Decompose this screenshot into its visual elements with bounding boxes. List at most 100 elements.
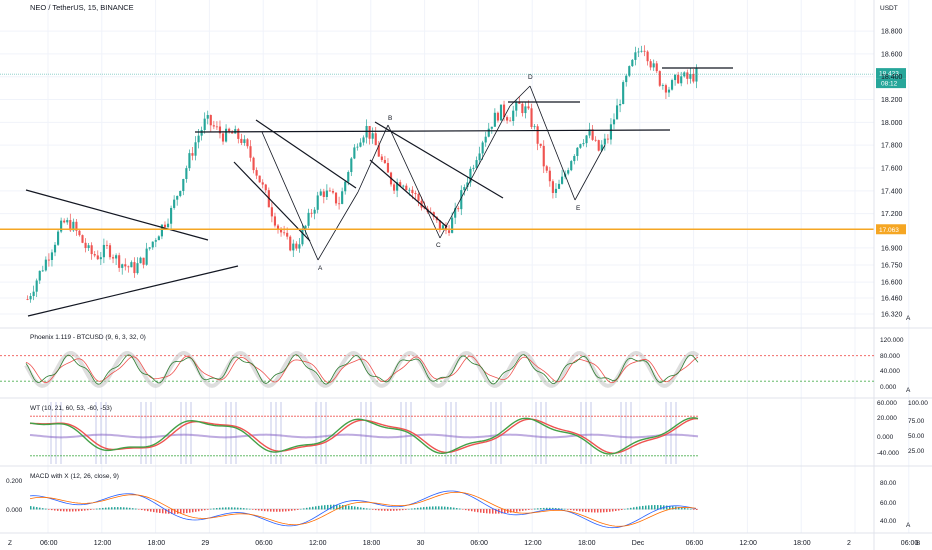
macd-histogram-bar xyxy=(474,509,476,512)
price-tick: 16.460 xyxy=(881,296,903,303)
macd-histogram-bar xyxy=(273,509,275,512)
macd-histogram-bar xyxy=(396,509,398,511)
wt-bar xyxy=(620,402,622,464)
wt-bar xyxy=(150,402,152,464)
time-tick: 12:00 xyxy=(524,540,542,547)
candle-body xyxy=(399,182,402,187)
candle-body xyxy=(686,72,689,79)
macd-histogram-bar xyxy=(552,507,554,510)
candle-body xyxy=(105,244,109,246)
macd-histogram-bar xyxy=(690,508,692,510)
trend-line[interactable] xyxy=(509,85,531,107)
trend-line[interactable] xyxy=(261,131,319,261)
wt-bar xyxy=(145,402,147,464)
trend-line[interactable] xyxy=(27,265,239,317)
candle-body xyxy=(87,245,90,249)
candle-body xyxy=(368,125,371,139)
candle-body xyxy=(142,257,145,265)
trend-line[interactable] xyxy=(439,105,511,239)
macd-histogram-bar xyxy=(531,509,533,510)
macd-histogram-bar xyxy=(234,507,236,510)
candle-body xyxy=(47,259,50,261)
macd-histogram-bar xyxy=(462,509,464,510)
trend-line[interactable] xyxy=(233,161,311,242)
candle-body xyxy=(276,225,280,229)
macd-histogram-bar xyxy=(564,508,566,510)
macd-histogram-bar xyxy=(495,509,497,514)
trend-drawings xyxy=(25,67,733,317)
settings-button[interactable]: B xyxy=(916,540,920,547)
candle-body xyxy=(246,139,249,147)
macd-histogram-bar xyxy=(630,507,632,510)
macd-histogram-bar xyxy=(333,504,335,510)
macd-histogram-bar xyxy=(567,509,569,510)
macd-histogram-bar xyxy=(576,509,578,511)
macd-histogram-bar xyxy=(597,509,599,513)
wt-bar xyxy=(455,402,457,464)
zoom-reset-button[interactable]: Z xyxy=(8,540,12,547)
auto-scale-button-2[interactable]: A xyxy=(906,387,911,394)
macd-histogram-bar xyxy=(63,509,65,512)
trend-line[interactable] xyxy=(374,121,504,199)
candle-body xyxy=(371,133,374,139)
macd-histogram-bar xyxy=(306,507,308,510)
trend-line[interactable] xyxy=(25,189,209,241)
macd-histogram-bar xyxy=(198,509,200,512)
candle-body xyxy=(26,299,29,300)
trend-line[interactable] xyxy=(255,119,357,189)
trend-line[interactable] xyxy=(357,124,389,193)
candle-body xyxy=(78,230,81,236)
candle-body xyxy=(322,191,325,197)
candle-body xyxy=(57,231,60,245)
candle-body xyxy=(530,108,533,127)
time-tick: 12:00 xyxy=(94,540,112,547)
time-axis[interactable]: 06:00 12:00 18:00 29 06:00 12:00 18:00 30 06:00 1… xyxy=(40,540,918,547)
macd-histogram-bar xyxy=(621,509,623,511)
candle-body xyxy=(606,138,609,140)
candle-body xyxy=(481,142,484,154)
macd-histogram-bar xyxy=(375,509,377,511)
candle-body xyxy=(218,126,222,134)
trend-line[interactable] xyxy=(317,191,359,261)
wt-bar xyxy=(140,402,142,464)
candle-body xyxy=(191,153,194,156)
macd-histogram-bar xyxy=(366,508,368,510)
candle-body xyxy=(655,63,658,72)
candle-body xyxy=(313,209,316,214)
trend-line[interactable] xyxy=(574,144,606,201)
macd-histogram-bar xyxy=(399,509,401,511)
macd-histogram-bar xyxy=(588,509,590,513)
candle-body xyxy=(496,112,499,121)
macd-histogram-bar xyxy=(96,508,98,510)
macd-histogram-bar xyxy=(126,507,128,510)
candle-body xyxy=(215,126,218,128)
wt-bar xyxy=(410,402,412,464)
time-tick: Dec xyxy=(632,540,645,547)
auto-scale-button[interactable]: A xyxy=(906,315,911,322)
trend-line[interactable] xyxy=(194,129,671,133)
wt-bar xyxy=(490,402,492,464)
phoenix-tick-2: 40.000 xyxy=(880,368,900,375)
trend-line[interactable] xyxy=(369,159,448,228)
trend-line[interactable] xyxy=(387,124,441,239)
candle-body xyxy=(527,106,530,109)
macd-histogram-bar xyxy=(189,509,191,513)
candle-body xyxy=(338,203,341,205)
macd-histogram-bar xyxy=(75,509,77,512)
macd-histogram-bar xyxy=(174,509,176,514)
macd-histogram-bar xyxy=(243,508,245,510)
candle-body xyxy=(674,74,677,81)
phoenix-title: Phoenix 1.119 - BTCUSD (9, 6, 3, 32, 0) xyxy=(30,334,146,341)
macd-histogram-bar xyxy=(354,506,356,510)
grid-lines xyxy=(0,0,910,533)
macd-histogram-bar xyxy=(426,506,428,510)
macd-histogram-bar xyxy=(603,509,605,513)
macd-histogram-bar xyxy=(105,507,107,510)
price-axis[interactable]: 18.800 18.600 18.400 18.200 18.000 17.800 17.6… xyxy=(881,29,903,319)
candle-body xyxy=(99,257,102,260)
trend-line[interactable] xyxy=(529,85,576,201)
macd-histogram-bar xyxy=(252,509,254,510)
price-tick: 17.400 xyxy=(881,188,903,195)
auto-scale-button-3[interactable]: A xyxy=(906,522,911,529)
